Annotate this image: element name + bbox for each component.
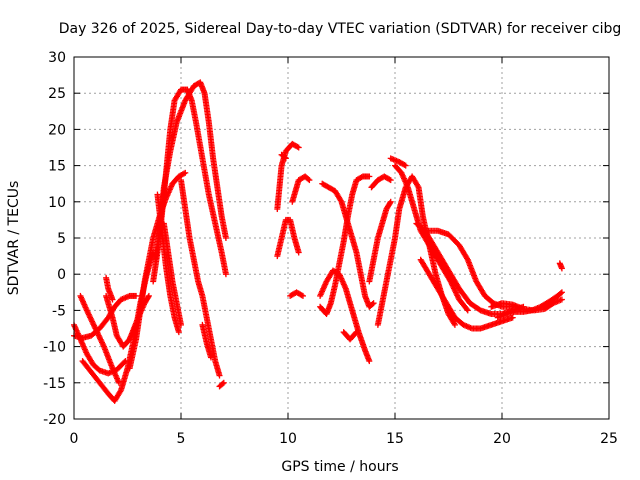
data-points: [71, 79, 565, 404]
data-point: [109, 296, 116, 303]
data-point: [115, 379, 122, 386]
x-tick-label: 5: [177, 431, 186, 447]
y-tick-label: -20: [43, 412, 66, 428]
data-point: [180, 170, 187, 177]
y-tick-label: 5: [57, 231, 66, 247]
y-tick-label: 0: [57, 267, 66, 283]
y-tick-label: -15: [43, 376, 66, 392]
x-tick-label: 15: [386, 431, 404, 447]
y-tick-label: 15: [48, 159, 66, 175]
x-tick-label: 0: [70, 431, 79, 447]
data-point: [145, 294, 152, 301]
data-point: [145, 292, 152, 299]
y-tick-label: 25: [48, 86, 66, 102]
data-point: [295, 249, 302, 256]
data-point: [175, 329, 182, 336]
x-axis-label: GPS time / hours: [281, 459, 398, 475]
y-tick-label: -10: [43, 340, 66, 356]
data-point: [216, 372, 223, 379]
data-point: [182, 169, 189, 176]
data-point: [133, 292, 140, 299]
y-axis-label: SDTVAR / TECUs: [6, 181, 22, 296]
x-tick-label: 10: [279, 431, 297, 447]
y-tick-label: 10: [48, 195, 66, 211]
chart-title: Day 326 of 2025, Sidereal Day-to-day VTE…: [59, 21, 622, 37]
y-tick-label: -5: [52, 303, 66, 319]
tick-labels: 0 5 10 15 20 25 -20 -15 -10 -5 0 5 10 15 20 25 30: [43, 50, 618, 447]
y-tick-label: 30: [48, 50, 66, 66]
x-tick-label: 25: [600, 431, 618, 447]
y-tick-label: 20: [48, 122, 66, 138]
data-point: [222, 235, 229, 241]
x-tick-label: 20: [493, 431, 511, 447]
data-point: [222, 271, 229, 278]
